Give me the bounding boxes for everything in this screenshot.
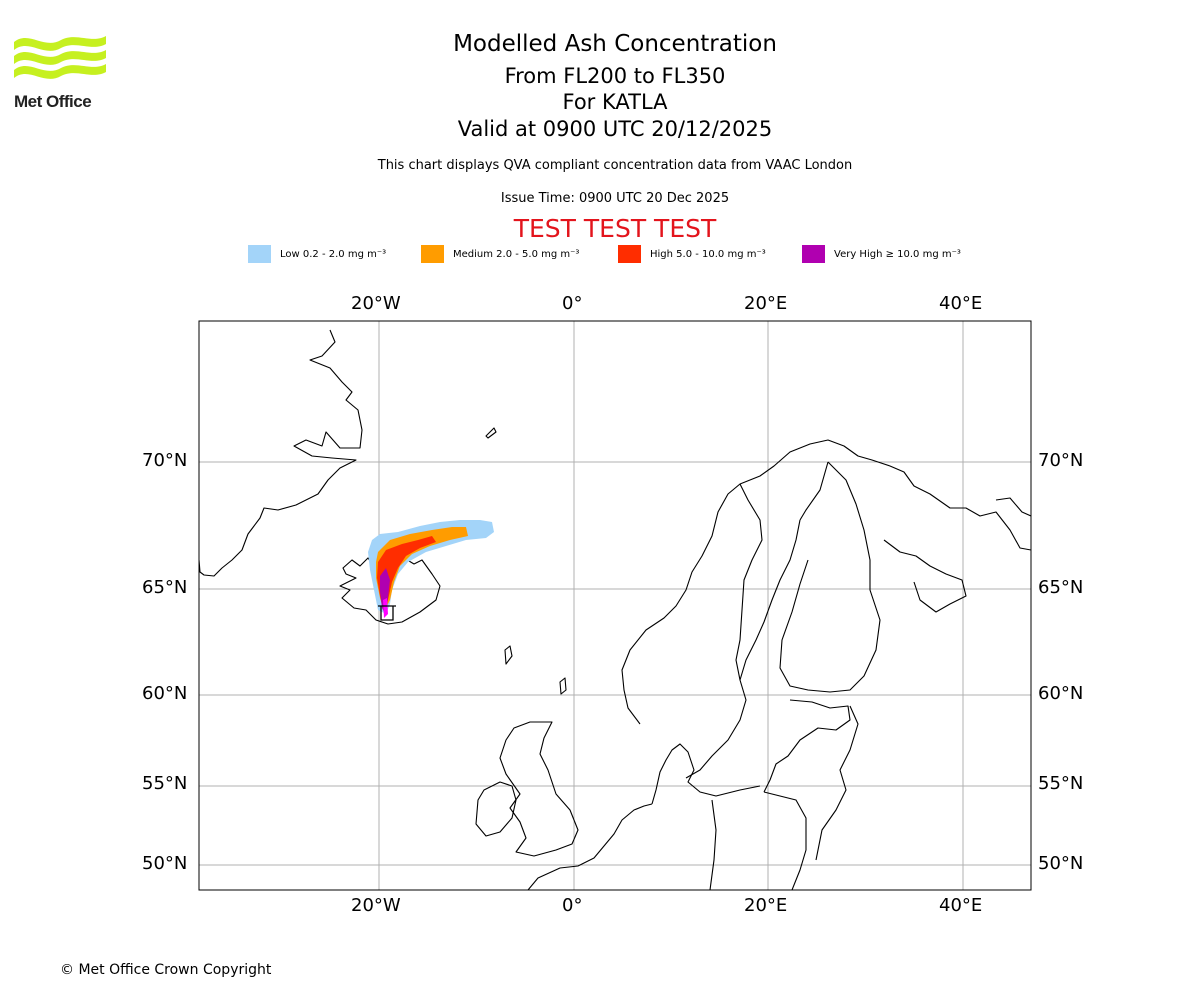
- coastline-scandinavia: [621, 439, 1031, 725]
- test-banner: TEST TEST TEST: [513, 214, 717, 243]
- legend-label-low: Low 0.2 - 2.0 mg m⁻³: [280, 248, 387, 260]
- tick-left-65n: 65°N: [142, 577, 188, 598]
- met-office-logo: [14, 36, 106, 79]
- tick-right-70n: 70°N: [1038, 450, 1084, 471]
- flight-level-range: From FL200 to FL350: [504, 64, 726, 88]
- coastline-france-benelux: [527, 803, 653, 890]
- issue-time: Issue Time: 0900 UTC 20 Dec 2025: [500, 191, 730, 206]
- border-norway-sweden: [735, 483, 763, 681]
- volcano-name: For KATLA: [562, 90, 668, 114]
- tick-bottom-20w: 20°W: [351, 895, 401, 916]
- tick-bottom-40e: 40°E: [939, 895, 983, 916]
- legend-swatch-high: [618, 245, 641, 263]
- ash-plume: [368, 520, 494, 621]
- coastline-greenland: [199, 329, 363, 577]
- coastline-germany-denmark: [651, 743, 761, 805]
- coastline-jan-mayen: [485, 427, 497, 439]
- coastline-baltic-states: [763, 699, 851, 793]
- coastlines: [199, 329, 1031, 890]
- tick-left-70n: 70°N: [142, 450, 188, 471]
- copyright-notice: © Met Office Crown Copyright: [60, 962, 272, 978]
- border-central-europe-1: [709, 799, 717, 890]
- map-frame: [198, 320, 1032, 891]
- legend-swatch-very-high: [802, 245, 825, 263]
- legend-item-low: Low 0.2 - 2.0 mg m⁻³: [248, 244, 386, 264]
- graticule: [199, 321, 1031, 890]
- legend-label-high: High 5.0 - 10.0 mg m⁻³: [650, 248, 766, 260]
- tick-top-0: 0°: [562, 293, 583, 314]
- volcano-marker: [378, 605, 396, 621]
- coastline-sweden-east: [685, 519, 801, 779]
- tick-bottom-0: 0°: [562, 895, 583, 916]
- tick-right-60n: 60°N: [1038, 683, 1084, 704]
- border-sweden-finland: [799, 461, 829, 521]
- ash-high: [377, 536, 436, 612]
- border-central-europe-2: [763, 791, 807, 890]
- legend-label-medium: Medium 2.0 - 5.0 mg m⁻³: [453, 248, 580, 260]
- legend-item-medium: Medium 2.0 - 5.0 mg m⁻³: [421, 244, 579, 264]
- tick-bottom-20e: 20°E: [744, 895, 788, 916]
- legend-swatch-low: [248, 245, 271, 263]
- coastline-finland: [779, 461, 881, 693]
- ash-extreme-core: [383, 598, 388, 618]
- chart-title: Modelled Ash Concentration: [453, 31, 777, 57]
- legend-item-very-high: Very High ≥ 10.0 mg m⁻³: [802, 244, 961, 264]
- coastline-kola-peninsula: [883, 539, 967, 613]
- coastline-faroe-islands: [504, 645, 513, 665]
- met-office-wordmark: Met Office: [14, 92, 92, 111]
- tick-left-55n: 55°N: [142, 773, 188, 794]
- valid-time: Valid at 0900 UTC 20/12/2025: [457, 117, 773, 141]
- tick-right-65n: 65°N: [1038, 577, 1084, 598]
- ash-very-high: [380, 568, 390, 616]
- legend-item-high: High 5.0 - 10.0 mg m⁻³: [618, 244, 766, 264]
- tick-left-60n: 60°N: [142, 683, 188, 704]
- coastline-shetland: [559, 677, 567, 695]
- tick-right-55n: 55°N: [1038, 773, 1084, 794]
- tick-right-50n: 50°N: [1038, 853, 1084, 874]
- tick-top-40e: 40°E: [939, 293, 983, 314]
- coastline-great-britain: [499, 721, 579, 857]
- coastline-ireland: [475, 781, 517, 837]
- legend-swatch-medium: [421, 245, 444, 263]
- coastline-russia-arctic: [995, 497, 1031, 517]
- tick-left-50n: 50°N: [142, 853, 188, 874]
- tick-top-20e: 20°E: [744, 293, 788, 314]
- border-eastern-europe: [815, 705, 859, 861]
- tick-top-20w: 20°W: [351, 293, 401, 314]
- legend-label-very-high: Very High ≥ 10.0 mg m⁻³: [834, 248, 961, 260]
- chart-description: This chart displays QVA compliant concen…: [377, 158, 853, 173]
